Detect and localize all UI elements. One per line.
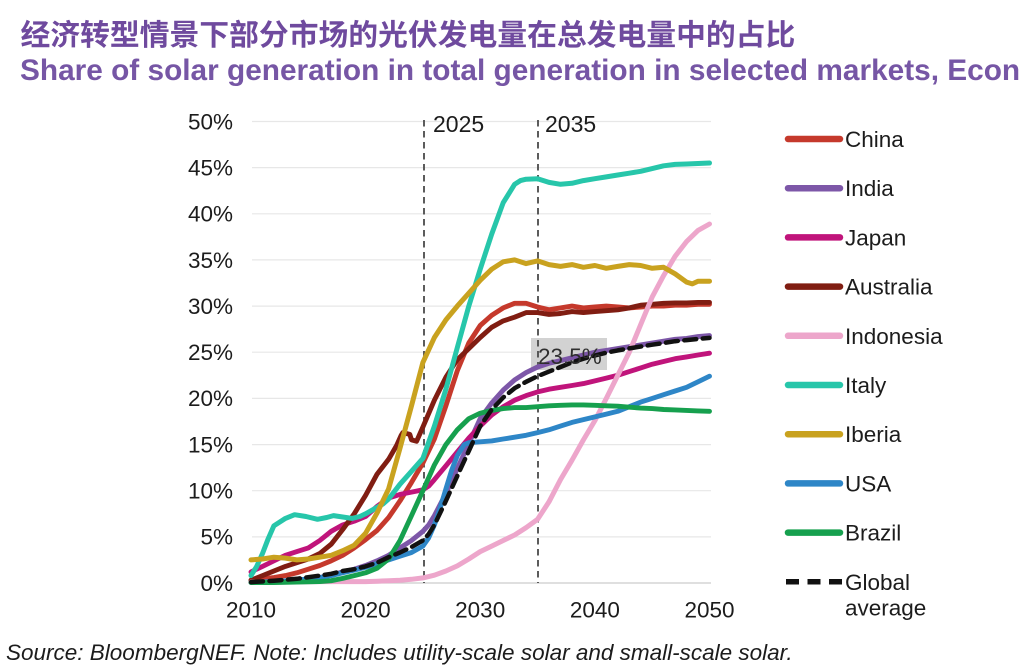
svg-text:2040: 2040 (570, 598, 620, 623)
svg-text:5%: 5% (200, 525, 233, 550)
svg-text:India: India (845, 176, 894, 201)
svg-text:Global: Global (845, 570, 910, 595)
svg-text:average: average (845, 595, 926, 620)
svg-text:0%: 0% (200, 571, 233, 596)
svg-text:15%: 15% (188, 432, 233, 457)
svg-text:45%: 45% (188, 155, 233, 180)
svg-text:Source: BloombergNEF. Note: In: Source: BloombergNEF. Note: Includes uti… (6, 640, 793, 665)
svg-text:USA: USA (845, 471, 891, 496)
svg-text:2050: 2050 (684, 598, 734, 623)
svg-text:35%: 35% (188, 248, 233, 273)
svg-text:Australia: Australia (845, 275, 933, 300)
svg-text:2035: 2035 (545, 111, 596, 137)
svg-text:40%: 40% (188, 202, 233, 227)
svg-text:Iberia: Iberia (845, 422, 902, 447)
svg-text:Indonesia: Indonesia (845, 324, 943, 349)
svg-text:2025: 2025 (433, 111, 484, 137)
svg-text:2030: 2030 (455, 598, 505, 623)
svg-text:Japan: Japan (845, 225, 906, 250)
svg-text:Brazil: Brazil (845, 521, 901, 546)
svg-text:China: China (845, 127, 904, 152)
svg-text:30%: 30% (188, 294, 233, 319)
svg-text:2020: 2020 (341, 598, 391, 623)
svg-text:23.5%: 23.5% (538, 344, 602, 369)
svg-text:2010: 2010 (226, 598, 276, 623)
svg-text:Share of solar generation in t: Share of solar generation in total gener… (20, 54, 1020, 87)
svg-text:Italy: Italy (845, 373, 887, 398)
svg-text:25%: 25% (188, 340, 233, 365)
svg-text:50%: 50% (188, 109, 233, 134)
svg-text:10%: 10% (188, 479, 233, 504)
svg-text:20%: 20% (188, 386, 233, 411)
